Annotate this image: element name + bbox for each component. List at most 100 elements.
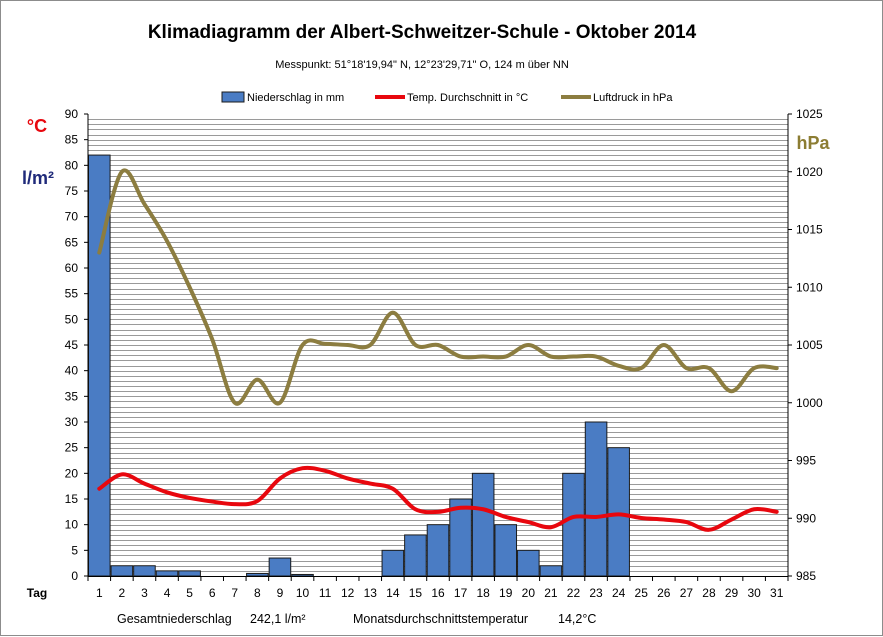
right-tick-label: 1015: [796, 223, 823, 237]
left-tick-label: 80: [65, 158, 79, 172]
right-tick-label: 1005: [796, 338, 823, 352]
x-tick-label: 20: [522, 586, 536, 600]
left-axis-ticks: 0 5 10 15 20 25 30 35 40 45 50 55 60 65 70 75 80 85 90: [65, 107, 88, 583]
left-tick-label: 50: [65, 312, 79, 326]
x-tick-label: 7: [231, 586, 238, 600]
x-tick-label: 2: [119, 586, 126, 600]
left-tick-label: 5: [71, 543, 78, 557]
series-lines: [97, 168, 779, 532]
unit-precip-label: l/m²: [22, 168, 54, 188]
precip-bar: [539, 565, 563, 577]
left-tick-label: 65: [65, 235, 79, 249]
x-tick-label: 10: [296, 586, 310, 600]
precip-bar: [607, 447, 630, 577]
precip-bar: [584, 421, 608, 577]
x-tick-label: 21: [544, 586, 558, 600]
total-precip-label: Gesamtniederschlag: [117, 612, 232, 626]
left-tick-label: 55: [65, 287, 79, 301]
x-tick-label: 24: [612, 586, 626, 600]
chart-title: Klimadiagramm der Albert-Schweitzer-Schu…: [148, 22, 697, 43]
legend-label-temp: Temp. Durchschnitt in °C: [407, 92, 528, 104]
right-tick-label: 990: [796, 511, 816, 525]
left-tick-label: 85: [65, 133, 79, 147]
right-tick-label: 1000: [796, 396, 823, 410]
left-tick-label: 0: [71, 569, 78, 583]
left-tick-label: 30: [65, 415, 79, 429]
left-tick-label: 60: [65, 261, 79, 275]
precip-bar: [155, 570, 179, 577]
precip-bar: [517, 549, 540, 577]
x-tick-label: 15: [409, 586, 423, 600]
temperature-line: [97, 465, 779, 532]
x-tick-label: 9: [277, 586, 284, 600]
x-tick-label: 29: [725, 586, 739, 600]
precip-bar: [178, 570, 201, 577]
left-tick-label: 90: [65, 107, 79, 121]
x-tick-label: 28: [702, 586, 716, 600]
precip-bar: [110, 565, 134, 577]
mean-temp-label: Monatsdurchschnittstemperatur: [353, 612, 528, 626]
x-tick-label: 13: [364, 586, 378, 600]
x-tick-label: 23: [589, 586, 603, 600]
legend-label-precip: Niederschlag in mm: [247, 92, 344, 104]
left-tick-label: 70: [65, 210, 79, 224]
legend: Niederschlag in mm Temp. Durchschnitt in …: [221, 91, 673, 104]
left-tick-label: 20: [65, 466, 79, 480]
x-tick-label: 26: [657, 586, 671, 600]
precip-bar: [268, 557, 292, 577]
x-tick-label: 30: [747, 586, 761, 600]
x-tick-label: 14: [386, 586, 400, 600]
x-tick-label: 22: [567, 586, 581, 600]
grid-lines: [88, 119, 788, 572]
precip-bar: [291, 573, 314, 577]
x-tick-label: 4: [164, 586, 171, 600]
precip-bar: [426, 524, 450, 577]
left-tick-label: 25: [65, 441, 79, 455]
left-tick-label: 75: [65, 184, 79, 198]
right-tick-label: 1025: [796, 107, 823, 121]
x-tick-label: 8: [254, 586, 261, 600]
precip-bar: [471, 472, 495, 577]
x-tick-label: 25: [635, 586, 649, 600]
precip-bar: [246, 572, 269, 577]
right-tick-label: 1020: [796, 165, 823, 179]
chart-subtitle: Messpunkt: 51°18'19,94" N, 12°23'29,71" …: [275, 59, 569, 71]
left-tick-label: 45: [65, 338, 79, 352]
x-tick-label: 31: [770, 586, 784, 600]
precip-bar: [133, 565, 156, 577]
right-tick-label: 1010: [796, 280, 823, 294]
left-tick-label: 35: [65, 389, 79, 403]
pressure-line: [97, 168, 779, 406]
mean-temp-value: 14,2°C: [558, 612, 596, 626]
left-tick-label: 10: [65, 518, 79, 532]
x-tick-label: 17: [454, 586, 468, 600]
precip-bar: [562, 472, 585, 577]
unit-pressure-label: hPa: [796, 133, 830, 153]
x-tick-label: 19: [499, 586, 513, 600]
right-tick-label: 995: [796, 454, 816, 468]
left-tick-label: 15: [65, 492, 79, 506]
x-tick-label: 16: [431, 586, 445, 600]
unit-celsius-label: °C: [27, 116, 47, 136]
x-tick-label: 18: [476, 586, 490, 600]
x-tick-label: 1: [96, 586, 103, 600]
x-tick-label: 3: [141, 586, 148, 600]
legend-label-pressure: Luftdruck in hPa: [593, 92, 673, 104]
x-tick-label: 12: [341, 586, 355, 600]
x-axis-ticks: 1 2 3 4 5 6 7 8 9 10 11 12 13 14 15 16 17 18 19 20 21 22 23 24 2…: [96, 586, 784, 600]
precip-bar: [494, 524, 518, 577]
precip-bar: [381, 549, 405, 577]
right-tick-label: 985: [796, 569, 816, 583]
precip-bar: [404, 534, 427, 577]
precipitation-bars: [88, 154, 630, 577]
x-tick-label: 27: [680, 586, 694, 600]
x-tick-label: 11: [319, 586, 332, 600]
x-tick-label: 5: [186, 586, 193, 600]
total-precip-value: 242,1 l/m²: [250, 612, 306, 626]
x-tick-label: 6: [209, 586, 216, 600]
right-axis-ticks: 985 990 995 1000 1005 1010 1015 1020 1025: [788, 107, 823, 583]
legend-swatch-precip: [221, 91, 245, 103]
left-tick-label: 40: [65, 364, 79, 378]
